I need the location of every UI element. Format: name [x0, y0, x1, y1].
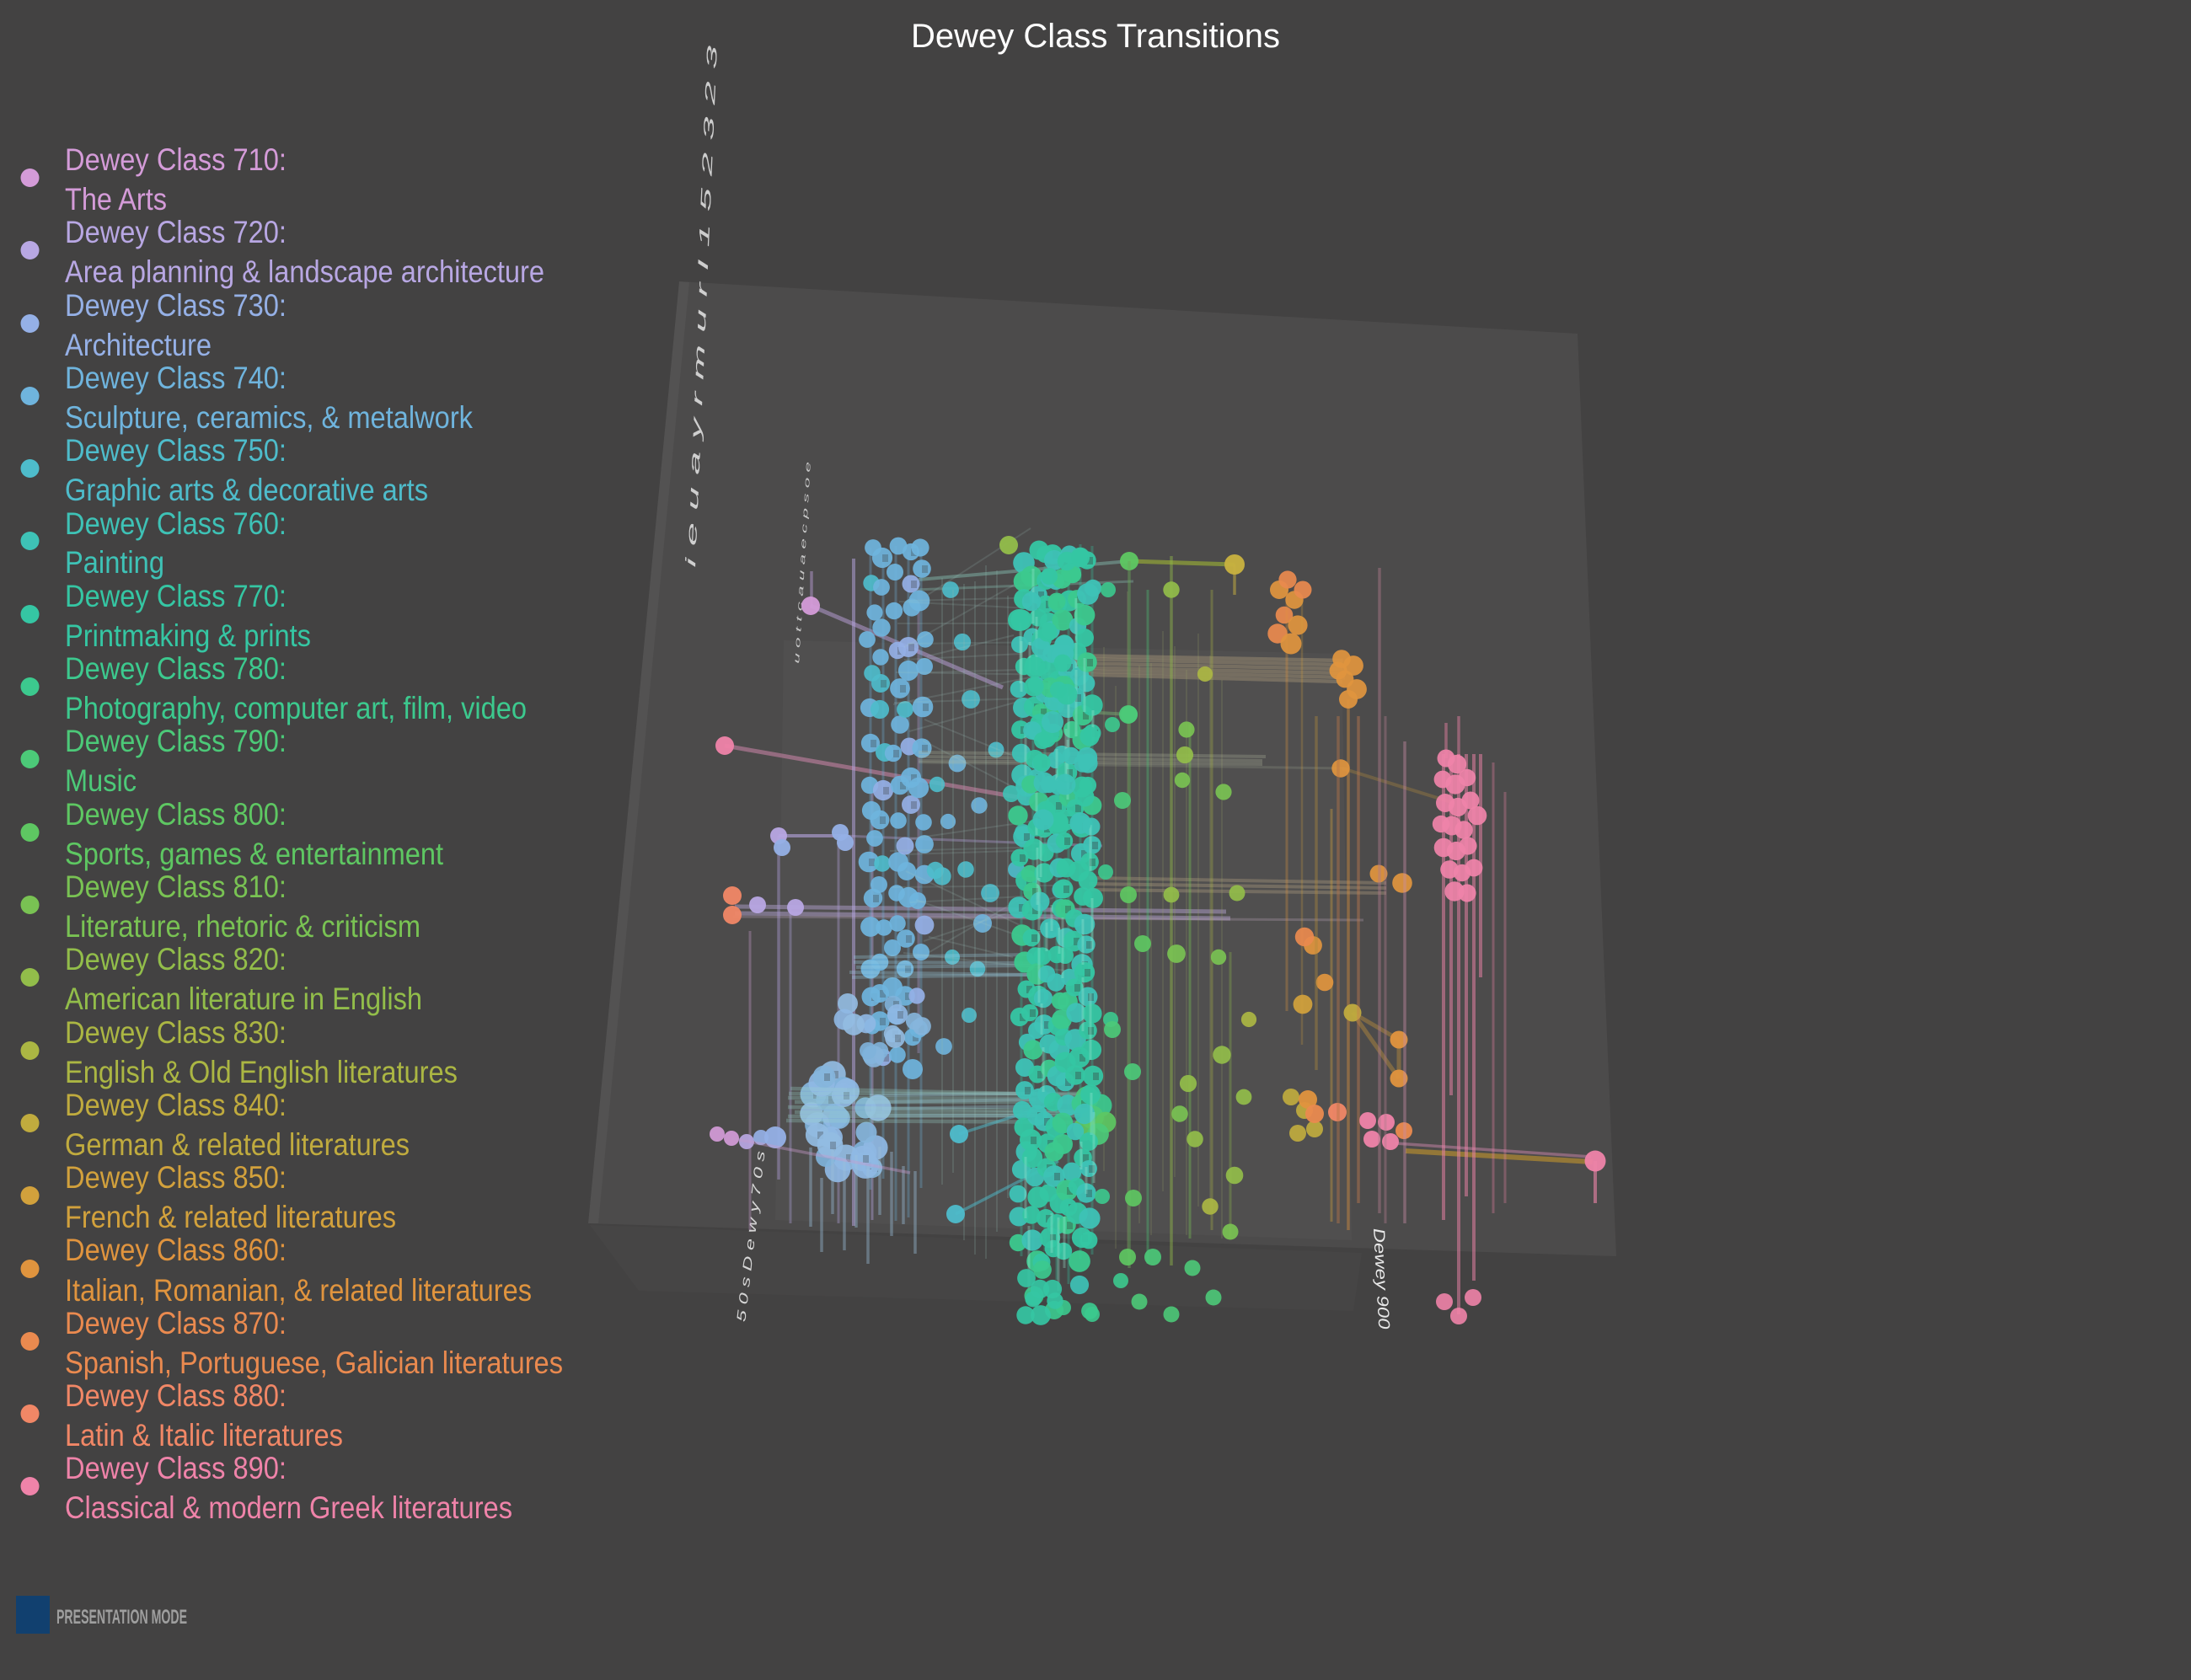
svg-text:Dewey Class 820:: Dewey Class 820: — [65, 942, 287, 976]
svg-text:Dewey Class 720:: Dewey Class 720: — [65, 215, 287, 249]
svg-text:Dewey Class 760:: Dewey Class 760: — [65, 506, 287, 541]
svg-text:German & related literatures: German & related literatures — [65, 1127, 410, 1162]
svg-text:The Arts: The Arts — [65, 182, 167, 217]
svg-text:Dewey Class 780:: Dewey Class 780: — [65, 651, 287, 686]
svg-text:Dewey Class 790:: Dewey Class 790: — [65, 724, 287, 758]
svg-text:PRESENTATION MODE: PRESENTATION MODE — [56, 1606, 187, 1629]
svg-text:Italian, Romanian, & related l: Italian, Romanian, & related literatures — [65, 1273, 532, 1308]
svg-text:Photography, computer art, fil: Photography, computer art, film, video — [65, 691, 527, 725]
svg-text:Dewey Class 740:: Dewey Class 740: — [65, 361, 287, 395]
svg-text:Dewey Class 850:: Dewey Class 850: — [65, 1160, 287, 1195]
svg-text:Dewey Class Transitions: Dewey Class Transitions — [911, 18, 1280, 55]
svg-text:Latin & Italic literatures: Latin & Italic literatures — [65, 1418, 343, 1453]
svg-text:Music: Music — [65, 763, 137, 798]
svg-text:Literature, rhetoric & critici: Literature, rhetoric & criticism — [65, 909, 421, 944]
svg-text:Painting: Painting — [65, 545, 164, 580]
svg-text:Dewey Class 730:: Dewey Class 730: — [65, 288, 287, 323]
svg-text:Dewey Class 870:: Dewey Class 870: — [65, 1306, 287, 1340]
svg-text:Classical & modern Greek liter: Classical & modern Greek literatures — [65, 1490, 512, 1525]
svg-text:Dewey Class 840:: Dewey Class 840: — [65, 1088, 287, 1122]
svg-text:American literature in English: American literature in English — [65, 982, 422, 1016]
svg-text:Dewey Class 750:: Dewey Class 750: — [65, 433, 287, 468]
svg-text:French & related literatures: French & related literatures — [65, 1200, 396, 1234]
svg-text:Dewey Class 770:: Dewey Class 770: — [65, 579, 287, 613]
svg-text:Dewey Class 880:: Dewey Class 880: — [65, 1378, 287, 1413]
svg-text:Graphic arts & decorative arts: Graphic arts & decorative arts — [65, 473, 428, 507]
svg-text:Dewey Class 890:: Dewey Class 890: — [65, 1451, 287, 1485]
svg-text:Dewey Class 800:: Dewey Class 800: — [65, 797, 287, 832]
svg-text:Dewey Class 860:: Dewey Class 860: — [65, 1233, 287, 1267]
svg-text:Architecture: Architecture — [65, 328, 212, 362]
svg-text:Printmaking & prints: Printmaking & prints — [65, 618, 311, 653]
svg-text:Dewey Class 710:: Dewey Class 710: — [65, 142, 287, 177]
svg-text:Dewey Class 830:: Dewey Class 830: — [65, 1015, 287, 1050]
svg-text:Sculpture, ceramics, & metalwo: Sculpture, ceramics, & metalwork — [65, 400, 473, 435]
svg-text:Dewey Class 810:: Dewey Class 810: — [65, 869, 287, 904]
svg-text:Spanish, Portuguese, Galician: Spanish, Portuguese, Galician literature… — [65, 1346, 563, 1380]
svg-text:Sports, games & entertainment: Sports, games & entertainment — [65, 837, 444, 871]
svg-text:Area planning & landscape arch: Area planning & landscape architecture — [65, 254, 544, 289]
svg-text:English & Old English literatu: English & Old English literatures — [65, 1055, 458, 1089]
